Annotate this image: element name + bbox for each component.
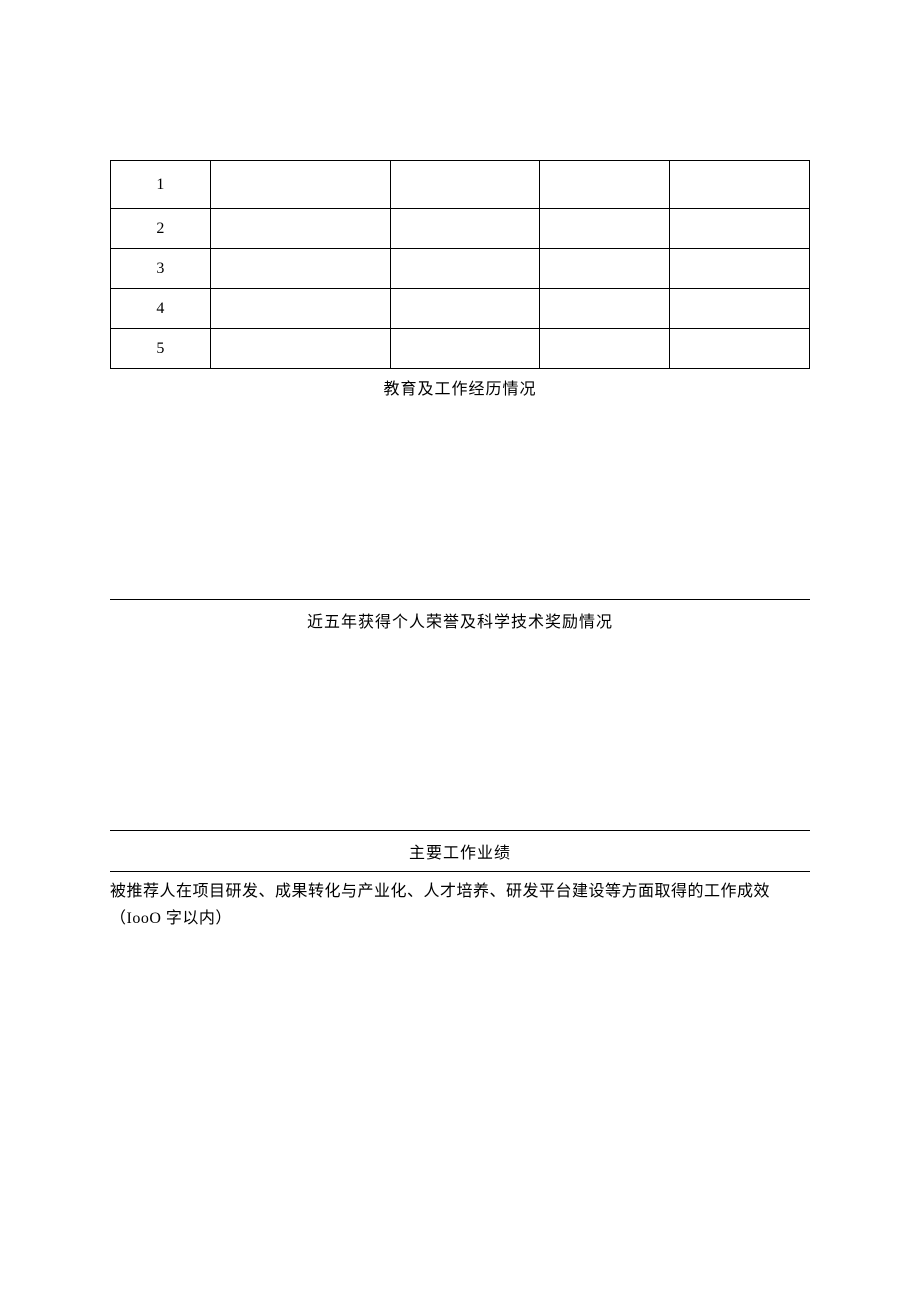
- table-cell: [540, 289, 670, 329]
- row-number-cell: 5: [111, 329, 211, 369]
- table-cell: [670, 329, 810, 369]
- table-row: 4: [111, 289, 810, 329]
- row-number-cell: 4: [111, 289, 211, 329]
- achievements-section-title: 主要工作业绩: [110, 831, 810, 871]
- table-cell: [670, 161, 810, 209]
- row-number-cell: 1: [111, 161, 211, 209]
- table-cell: [210, 161, 390, 209]
- table-cell: [210, 289, 390, 329]
- table-cell: [390, 329, 540, 369]
- table-cell: [670, 209, 810, 249]
- table-row: 3: [111, 249, 810, 289]
- table-cell: [210, 209, 390, 249]
- table-cell: [390, 209, 540, 249]
- row-number-cell: 2: [111, 209, 211, 249]
- honors-section: 近五年获得个人荣誉及科学技术奖励情况: [110, 599, 810, 640]
- table-row: 5: [111, 329, 810, 369]
- table-cell: [210, 329, 390, 369]
- table-cell: [540, 329, 670, 369]
- honors-section-title: 近五年获得个人荣誉及科学技术奖励情况: [110, 600, 810, 640]
- numbered-table: 1 2 3 4: [110, 160, 810, 369]
- achievements-section: 主要工作业绩 被推荐人在项目研发、成果转化与产业化、人才培养、研发平台建设等方面…: [110, 830, 810, 932]
- table-cell: [540, 161, 670, 209]
- row-number-cell: 3: [111, 249, 211, 289]
- education-work-section-title: 教育及工作经历情况: [110, 375, 810, 399]
- table-cell: [210, 249, 390, 289]
- achievements-body-text: 被推荐人在项目研发、成果转化与产业化、人才培养、研发平台建设等方面取得的工作成效…: [110, 872, 810, 932]
- table-cell: [390, 249, 540, 289]
- table-cell: [670, 289, 810, 329]
- table-cell: [390, 161, 540, 209]
- table-cell: [540, 209, 670, 249]
- table-cell: [390, 289, 540, 329]
- table-row: 2: [111, 209, 810, 249]
- table-cell: [670, 249, 810, 289]
- table-cell: [540, 249, 670, 289]
- table-row: 1: [111, 161, 810, 209]
- page-container: 1 2 3 4: [0, 160, 920, 932]
